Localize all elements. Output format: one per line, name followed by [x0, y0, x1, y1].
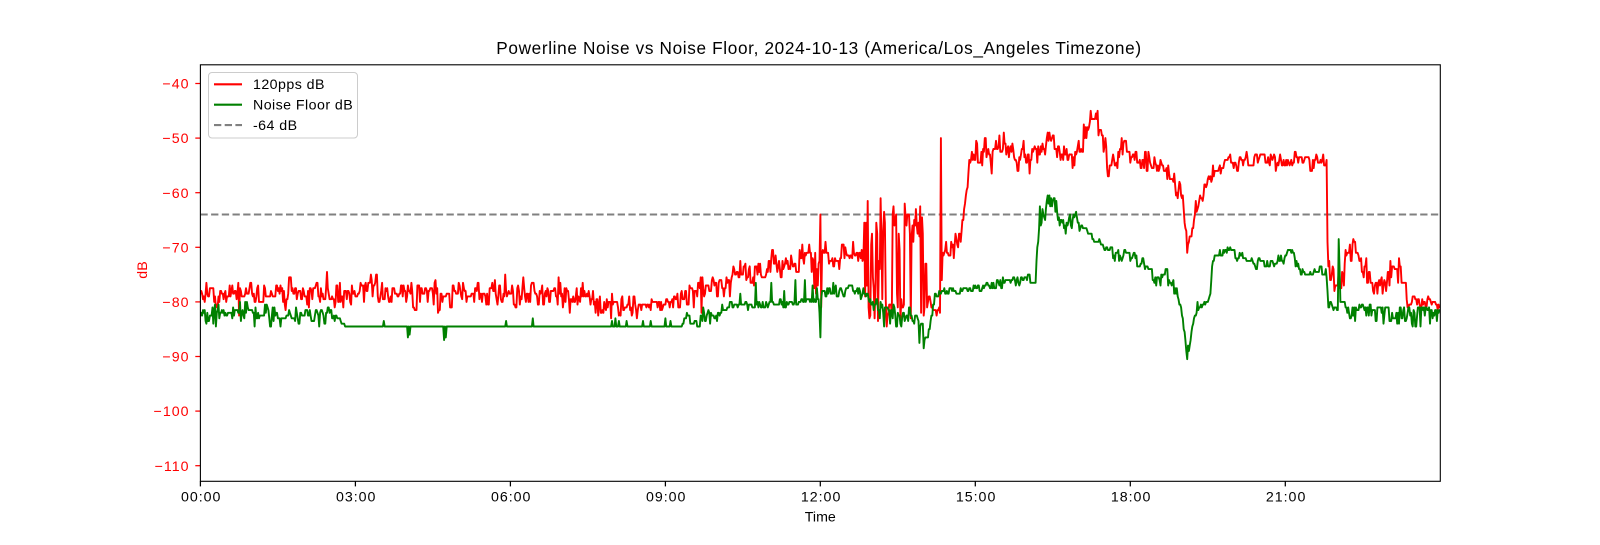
svg-text:Time: Time: [805, 510, 836, 526]
svg-text:03:00: 03:00: [336, 489, 377, 505]
svg-text:−70: −70: [162, 240, 189, 256]
svg-text:09:00: 09:00: [646, 489, 687, 505]
svg-text:−110: −110: [155, 459, 190, 475]
svg-text:−40: −40: [162, 77, 189, 93]
svg-text:15:00: 15:00: [956, 489, 997, 505]
svg-text:−60: −60: [162, 186, 189, 202]
svg-text:00:00: 00:00: [181, 489, 222, 505]
svg-text:−50: −50: [162, 131, 189, 147]
svg-text:12:00: 12:00: [801, 489, 842, 505]
svg-text:18:00: 18:00: [1111, 489, 1152, 505]
svg-text:−90: −90: [162, 350, 189, 366]
svg-text:120pps dB: 120pps dB: [253, 77, 325, 93]
svg-text:dB: dB: [135, 261, 151, 278]
svg-text:06:00: 06:00: [491, 489, 532, 505]
svg-text:−100: −100: [154, 404, 190, 420]
svg-text:21:00: 21:00: [1266, 489, 1307, 505]
svg-text:−80: −80: [162, 295, 189, 311]
svg-text:Noise Floor dB: Noise Floor dB: [253, 98, 353, 114]
svg-text:-64 dB: -64 dB: [253, 118, 298, 134]
svg-text:Powerline Noise vs Noise Floor: Powerline Noise vs Noise Floor, 2024-10-…: [496, 38, 1141, 58]
